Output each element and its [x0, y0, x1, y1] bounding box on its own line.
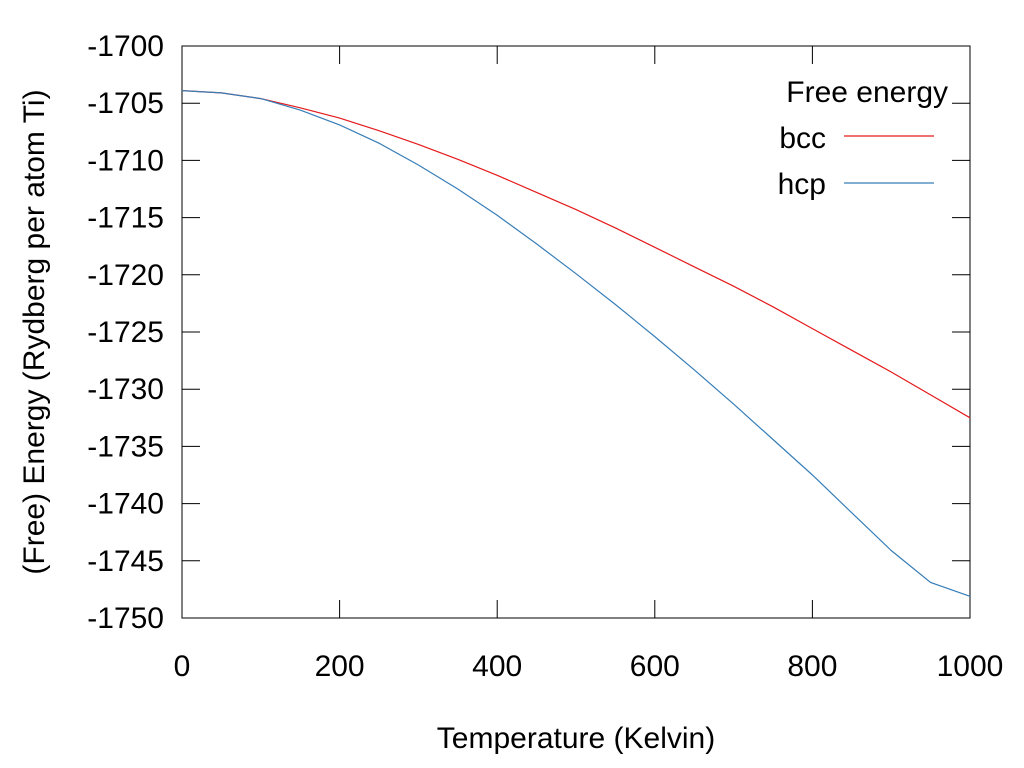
legend-label-hcp: hcp	[778, 168, 826, 201]
y-tick-label: -1745	[87, 545, 164, 578]
y-tick-label: -1730	[87, 373, 164, 406]
x-tick-label: 600	[630, 650, 680, 683]
y-tick-label: -1700	[87, 30, 164, 63]
x-axis-label: Temperature (Kelvin)	[437, 722, 715, 755]
y-tick-label: -1715	[87, 202, 164, 235]
y-tick-label: -1720	[87, 259, 164, 292]
series-line-bcc	[181, 90, 971, 419]
y-tick-label: -1710	[87, 144, 164, 177]
y-tick-label: -1725	[87, 316, 164, 349]
legend-title: Free energy	[786, 76, 948, 109]
x-tick-label: 200	[315, 650, 365, 683]
x-tick-label: 800	[787, 650, 837, 683]
y-tick-label: -1740	[87, 488, 164, 521]
legend-label-bcc: bcc	[779, 122, 826, 155]
tick-labels: 0 200 400 600 800 1000 -1700 -1705 -1710 -1715 -17…	[87, 30, 1003, 683]
x-tick-label: 0	[174, 650, 191, 683]
y-tick-label: -1735	[87, 430, 164, 463]
y-tick-label: -1705	[87, 87, 164, 120]
y-tick-label: -1750	[87, 602, 164, 635]
x-tick-label: 400	[472, 650, 522, 683]
legend: Free energy bcc hcp	[778, 76, 948, 201]
plot-area-border	[181, 45, 971, 619]
axis-ticks	[181, 45, 971, 619]
y-axis-label: (Free) Energy (Rydberg per atom Ti)	[18, 89, 51, 574]
series-line-hcp	[181, 90, 971, 597]
series-lines	[181, 90, 971, 597]
x-tick-label: 1000	[937, 650, 1004, 683]
